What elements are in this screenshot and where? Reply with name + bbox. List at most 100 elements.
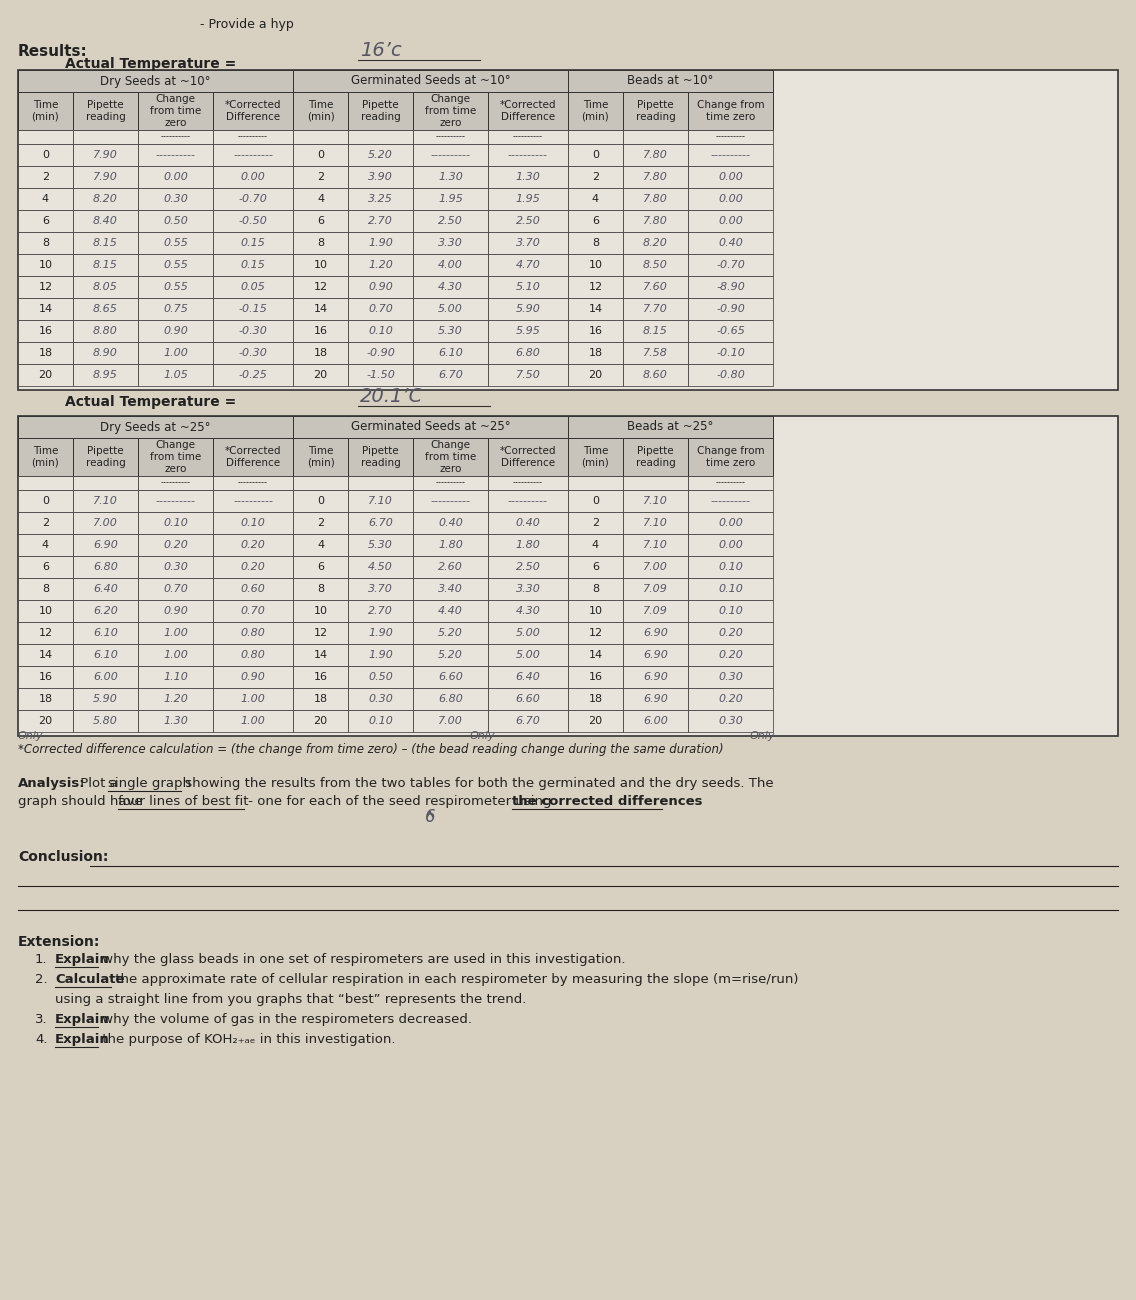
Text: 0.00: 0.00	[718, 540, 743, 550]
Bar	[348, 476, 414, 490]
Text: 1.00: 1.00	[164, 348, 187, 358]
Text: 1.00: 1.00	[241, 694, 266, 705]
Bar	[688, 211, 772, 231]
Text: -0.50: -0.50	[239, 216, 267, 226]
Text: 2: 2	[42, 517, 49, 528]
Text: 6.60: 6.60	[438, 672, 463, 682]
Text: 1.20: 1.20	[368, 260, 393, 270]
Bar	[623, 601, 688, 621]
Text: Change
from time
zero: Change from time zero	[425, 95, 476, 127]
Text: Pipette
reading: Pipette reading	[636, 100, 676, 122]
Text: 5.90: 5.90	[516, 304, 541, 315]
Text: ----------: ----------	[508, 497, 548, 506]
Bar	[214, 364, 293, 386]
Text: 10: 10	[314, 606, 327, 616]
Bar	[18, 601, 73, 621]
Text: 7.58: 7.58	[643, 348, 668, 358]
Text: 3.: 3.	[35, 1013, 48, 1026]
Bar	[688, 320, 772, 342]
Bar	[348, 130, 414, 144]
Bar	[293, 578, 348, 601]
Bar	[137, 364, 214, 386]
Text: 7.10: 7.10	[93, 497, 118, 506]
Bar	[293, 298, 348, 320]
Bar	[137, 556, 214, 578]
Text: 3.40: 3.40	[438, 584, 463, 594]
Text: 6.90: 6.90	[643, 694, 668, 705]
Text: Change
from time
zero: Change from time zero	[150, 95, 201, 127]
Bar	[214, 512, 293, 534]
Text: 6.70: 6.70	[438, 370, 463, 380]
Bar	[73, 688, 137, 710]
Text: Change
from time
zero: Change from time zero	[425, 441, 476, 473]
Text: 7.80: 7.80	[643, 150, 668, 160]
Text: 6: 6	[592, 216, 599, 226]
Bar	[18, 438, 73, 476]
Bar	[568, 144, 623, 166]
Bar	[348, 490, 414, 512]
Text: 5.00: 5.00	[516, 650, 541, 660]
Text: 1.90: 1.90	[368, 650, 393, 660]
Text: 16: 16	[588, 672, 602, 682]
Bar	[568, 254, 623, 276]
Text: 0.15: 0.15	[241, 238, 266, 248]
Text: 10: 10	[39, 606, 52, 616]
Bar	[488, 320, 568, 342]
Bar	[293, 666, 348, 688]
Bar	[623, 556, 688, 578]
Text: 7.10: 7.10	[643, 517, 668, 528]
Bar	[688, 601, 772, 621]
Bar	[414, 231, 488, 254]
Text: Time
(min): Time (min)	[307, 446, 334, 468]
Text: 7.80: 7.80	[643, 194, 668, 204]
Bar	[488, 688, 568, 710]
Bar	[348, 231, 414, 254]
Text: 0.70: 0.70	[241, 606, 266, 616]
Bar	[18, 364, 73, 386]
Bar	[623, 512, 688, 534]
Text: Only: Only	[18, 731, 43, 741]
Bar	[568, 578, 623, 601]
Text: ----------: ----------	[513, 133, 543, 142]
Text: Pipette
reading: Pipette reading	[636, 446, 676, 468]
Text: ----------: ----------	[716, 478, 745, 488]
Text: 1.80: 1.80	[438, 540, 463, 550]
Bar	[688, 666, 772, 688]
Text: ----------: ----------	[233, 150, 273, 160]
Bar	[18, 92, 73, 130]
Text: 8.20: 8.20	[643, 238, 668, 248]
Text: 1.90: 1.90	[368, 628, 393, 638]
Text: 0.10: 0.10	[241, 517, 266, 528]
Bar	[414, 298, 488, 320]
Bar	[688, 438, 772, 476]
Bar	[488, 644, 568, 666]
Bar	[488, 231, 568, 254]
Text: 8: 8	[317, 584, 324, 594]
Text: 5.00: 5.00	[438, 304, 463, 315]
Bar	[414, 276, 488, 298]
Text: 6.70: 6.70	[368, 517, 393, 528]
Bar	[568, 644, 623, 666]
Bar	[414, 144, 488, 166]
Text: 0.20: 0.20	[164, 540, 187, 550]
Text: 14: 14	[588, 304, 602, 315]
Bar	[414, 166, 488, 188]
Text: Actual Temperature =: Actual Temperature =	[65, 395, 236, 410]
Text: 4.50: 4.50	[368, 562, 393, 572]
Text: Germinated Seeds at ~10°: Germinated Seeds at ~10°	[351, 74, 510, 87]
Text: 2.60: 2.60	[438, 562, 463, 572]
Bar	[688, 621, 772, 644]
Text: 3.30: 3.30	[516, 584, 541, 594]
Bar	[18, 644, 73, 666]
Bar	[688, 364, 772, 386]
Text: 6: 6	[42, 216, 49, 226]
Bar	[137, 276, 214, 298]
Bar	[214, 231, 293, 254]
Text: ----------: ----------	[435, 133, 466, 142]
Bar	[73, 92, 137, 130]
Text: ----------: ----------	[435, 478, 466, 488]
Text: 0.10: 0.10	[718, 562, 743, 572]
Bar	[623, 188, 688, 211]
Bar	[568, 438, 623, 476]
Text: 0.90: 0.90	[241, 672, 266, 682]
